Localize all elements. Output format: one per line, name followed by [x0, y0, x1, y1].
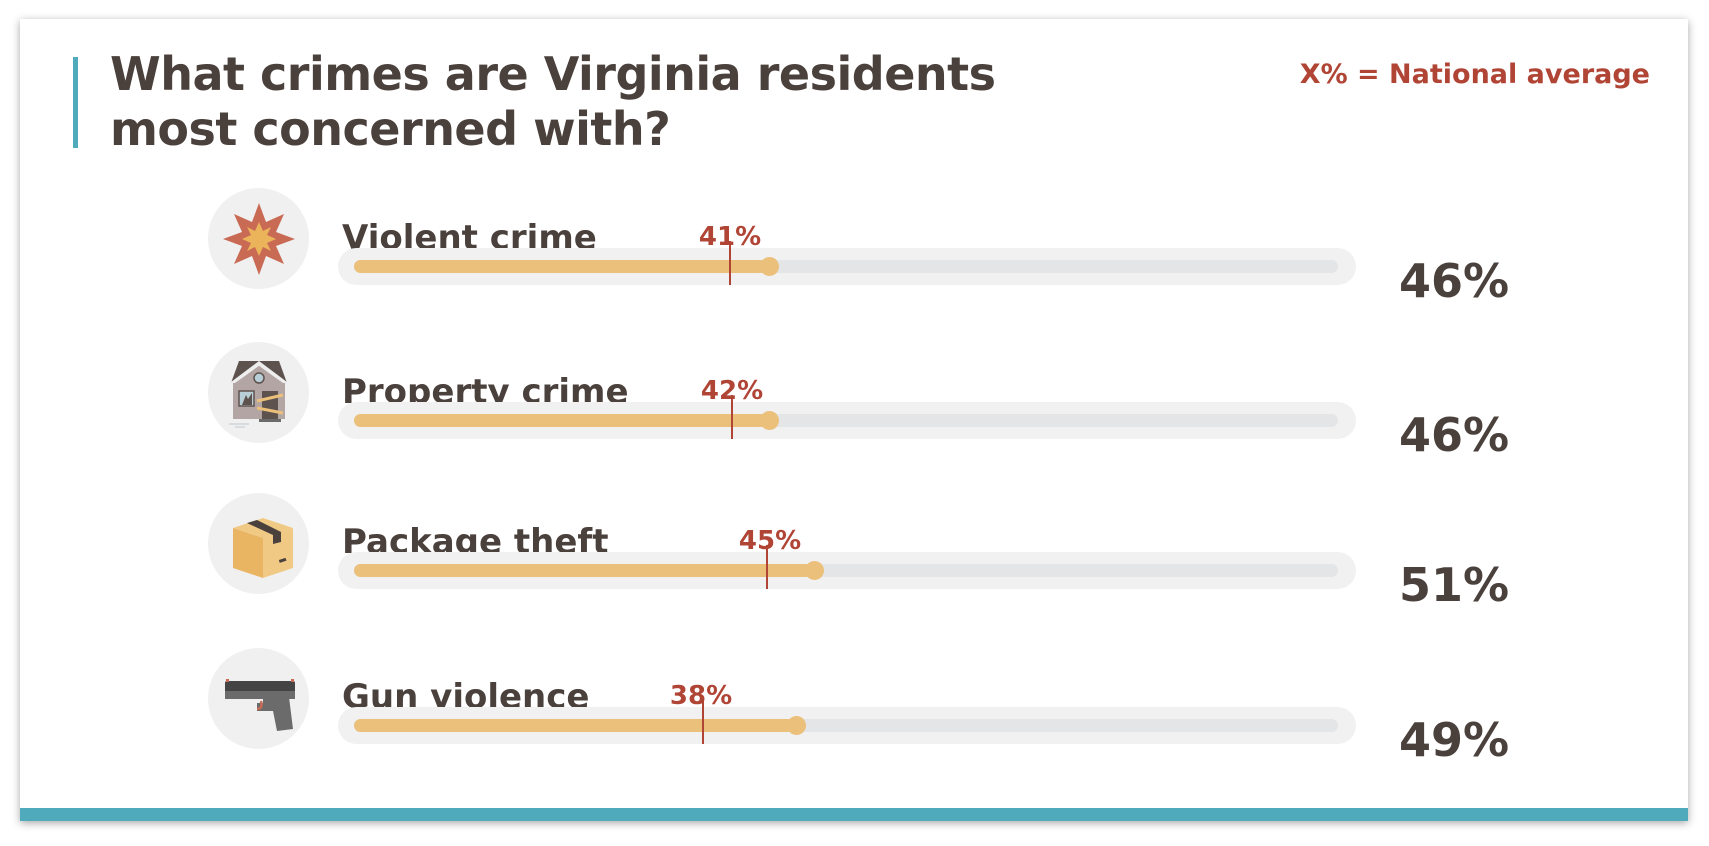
- row-value: 46%: [1399, 408, 1510, 462]
- row-gun-violence: Gun violence 38% 49%: [20, 644, 1688, 767]
- bar-knob: [787, 716, 806, 735]
- bar-knob: [760, 411, 779, 430]
- national-average-marker: [766, 545, 768, 589]
- row-value: 46%: [1399, 254, 1510, 308]
- bar-knob: [805, 561, 824, 580]
- bar-fill: [354, 414, 767, 427]
- package-box-icon: [208, 493, 309, 594]
- national-average-marker: [731, 395, 733, 439]
- national-average-marker: [702, 700, 704, 744]
- bar-fill: [354, 260, 767, 273]
- bar-track: [338, 707, 1356, 744]
- handgun-icon: [208, 648, 309, 749]
- title-line-1: What crimes are Virginia residents: [110, 47, 996, 101]
- national-average-label: 45%: [738, 526, 802, 556]
- bar-fill: [354, 564, 812, 577]
- explosion-icon: [208, 188, 309, 289]
- bar-track: [338, 552, 1356, 589]
- national-average-label: 38%: [669, 681, 733, 711]
- row-package-theft: Package theft 45% 51%: [20, 489, 1688, 612]
- chart-title: What crimes are Virginia residents most …: [110, 47, 996, 157]
- row-value: 51%: [1399, 558, 1510, 612]
- row-value: 49%: [1399, 713, 1510, 767]
- vandalized-house-icon: [208, 342, 309, 443]
- bar-fill: [354, 719, 794, 732]
- bar-track: [338, 248, 1356, 285]
- bottom-accent-bar: [20, 808, 1688, 821]
- legend-national-average: X% = National average: [1299, 59, 1650, 90]
- bar-track: [338, 402, 1356, 439]
- bar-knob: [760, 257, 779, 276]
- title-line-2: most concerned with?: [110, 102, 671, 156]
- row-property-crime: Property crime 42% 46%: [20, 338, 1688, 462]
- national-average-marker: [729, 241, 731, 285]
- infographic-card: What crimes are Virginia residents most …: [20, 19, 1688, 821]
- title-accent-bar: [73, 57, 78, 148]
- row-violent-crime: Violent crime 41% 46%: [20, 184, 1688, 308]
